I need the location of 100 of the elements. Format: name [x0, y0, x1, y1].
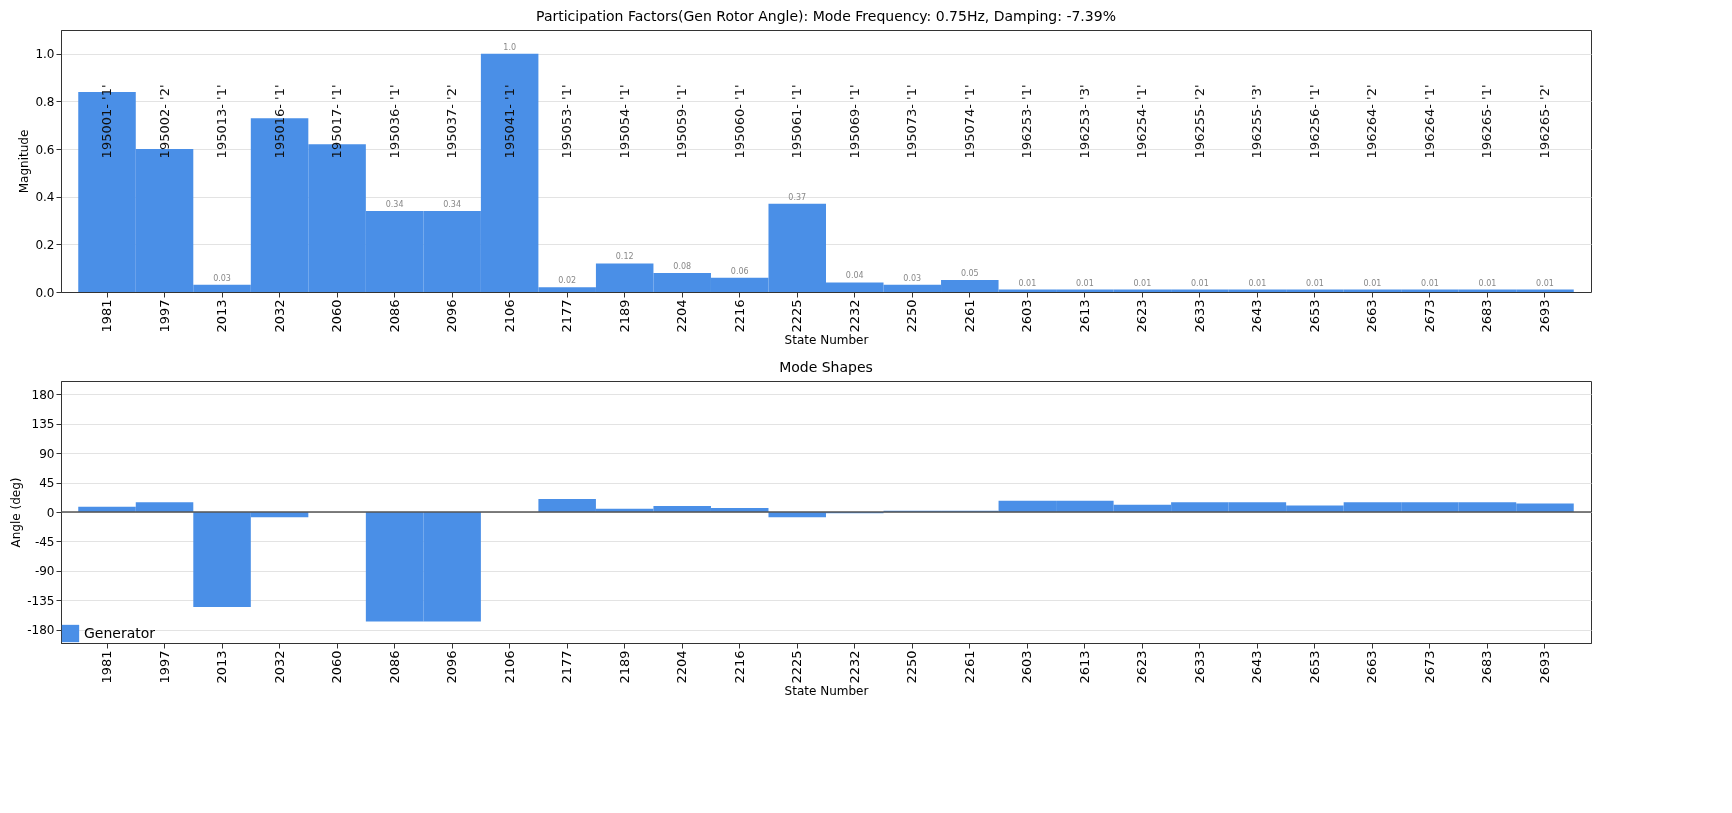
x-tick-label: 2623	[1134, 650, 1150, 684]
y-tick-label: -45	[34, 534, 55, 549]
annotation: 196256- '1'	[1306, 84, 1322, 159]
y-tick-label: 180	[31, 387, 55, 402]
annotation: 195053- '1'	[559, 84, 575, 159]
annotation: 195069- '1'	[846, 84, 862, 159]
x-tick-label: 2106	[501, 299, 517, 333]
chart-title: Mode Shapes	[779, 359, 873, 375]
x-tick-label: 2693	[1536, 650, 1552, 684]
data-label: 0.03	[213, 273, 231, 283]
x-tick-label: 2013	[214, 650, 230, 684]
legend-label: Generator	[84, 624, 156, 641]
x-tick-label: 2623	[1134, 299, 1150, 333]
annotation: 196264- '1'	[1421, 84, 1437, 159]
x-tick-label: 2663	[1364, 650, 1380, 684]
x-tick-label: 1997	[156, 299, 172, 333]
y-axis-title: Magnitude	[17, 129, 32, 194]
annotation: 196265- '2'	[1536, 84, 1552, 159]
y-tick-label: 1.0	[35, 47, 55, 62]
annotation: 195060- '1'	[731, 84, 747, 159]
x-tick-label: 2013	[214, 299, 230, 333]
data-label: 0.37	[788, 192, 807, 202]
data-label: 0.02	[558, 276, 577, 286]
x-tick-label: 2633	[1191, 650, 1207, 684]
x-tick-label: 2653	[1306, 650, 1322, 684]
y-tick-label: 0.6	[35, 142, 55, 157]
x-tick-label: 2032	[271, 650, 287, 684]
x-tick-label: 2086	[386, 650, 402, 684]
annotation: 196265- '1'	[1479, 84, 1495, 159]
y-tick-label: 0.8	[35, 94, 55, 109]
annotation: 195001- '1'	[99, 84, 115, 159]
y-tick-label: -180	[27, 623, 55, 638]
x-tick-label: 2613	[1076, 299, 1092, 333]
y-tick-label: 0.0	[35, 285, 55, 300]
x-tick-label: 1981	[99, 650, 115, 684]
data-label: 0.03	[903, 273, 922, 283]
data-label: 0.01	[1075, 278, 1094, 288]
x-tick-label: 2232	[846, 299, 862, 333]
x-tick-label: 2204	[674, 650, 690, 684]
annotation: 195036- '1'	[386, 84, 402, 159]
annotation: 195054- '1'	[616, 84, 632, 159]
x-tick-label: 2250	[904, 299, 920, 333]
y-tick-label: -90	[34, 564, 55, 579]
x-tick-label: 2216	[731, 299, 747, 333]
x-tick-label: 2603	[1019, 650, 1035, 684]
chart-title: Participation Factors(Gen Rotor Angle): Mode Frequency: 0.75Hz, Damping: -7.39%	[536, 8, 1116, 24]
x-tick-label: 2225	[789, 650, 805, 684]
x-tick-label: 2096	[444, 650, 460, 684]
annotation: 196255- '2'	[1191, 84, 1207, 159]
x-tick-label: 2261	[961, 299, 977, 333]
y-axis-title: Angle (deg)	[9, 477, 24, 548]
data-label: 0.12	[615, 252, 634, 262]
x-tick-label: 2232	[846, 650, 862, 684]
annotation: 195002- '2'	[156, 84, 172, 159]
data-label: 0.05	[960, 269, 979, 279]
data-label: 1.0	[503, 42, 517, 52]
x-tick-label: 2653	[1306, 299, 1322, 333]
data-label: 0.01	[1248, 278, 1267, 288]
x-tick-label: 2673	[1421, 650, 1437, 684]
annotation: 195017- '1'	[329, 84, 345, 159]
x-tick-label: 2250	[904, 650, 920, 684]
y-tick-label: 45	[39, 476, 55, 491]
annotation: 196255- '3'	[1249, 84, 1265, 159]
x-tick-label: 2177	[559, 299, 575, 333]
x-tick-label: 1997	[156, 650, 172, 684]
x-tick-label: 2673	[1421, 299, 1437, 333]
annotation: 195061- '1'	[789, 84, 805, 159]
x-axis-title: State Number	[784, 332, 869, 347]
y-tick-label: 90	[39, 446, 55, 461]
annotation: 196264- '2'	[1364, 84, 1380, 159]
x-tick-label: 2216	[731, 650, 747, 684]
data-label: 0.34	[385, 200, 404, 210]
x-tick-label: 2683	[1479, 299, 1495, 333]
x-tick-label: 2683	[1479, 650, 1495, 684]
x-tick-label: 2177	[559, 650, 575, 684]
x-tick-label: 1981	[99, 299, 115, 333]
annotation: 196253- '1'	[1019, 84, 1035, 159]
x-tick-label: 2060	[329, 299, 345, 333]
annotation: 195074- '1'	[961, 84, 977, 159]
annotation: 195073- '1'	[904, 84, 920, 159]
annotation: 196254- '1'	[1134, 84, 1150, 159]
x-tick-label: 2261	[961, 650, 977, 684]
y-tick-label: 0	[46, 505, 55, 520]
annotation: 196253- '3'	[1076, 84, 1092, 159]
x-tick-label: 2189	[616, 650, 632, 684]
x-tick-label: 2643	[1249, 650, 1265, 684]
x-tick-label: 2189	[616, 299, 632, 333]
x-tick-label: 2663	[1364, 299, 1380, 333]
data-label: 0.01	[1363, 278, 1382, 288]
data-label: 0.06	[730, 266, 749, 276]
y-tick-label: -135	[27, 593, 55, 608]
annotation: 195059- '1'	[674, 84, 690, 159]
y-tick-label: 0.2	[35, 237, 55, 252]
annotation: 195016- '1'	[271, 84, 287, 159]
x-tick-label: 2106	[501, 650, 517, 684]
y-tick-label: 0.4	[35, 190, 55, 205]
x-tick-label: 2633	[1191, 299, 1207, 333]
x-tick-label: 2060	[329, 650, 345, 684]
data-label: 0.01	[1421, 278, 1439, 288]
data-label: 0.01	[1536, 278, 1554, 288]
